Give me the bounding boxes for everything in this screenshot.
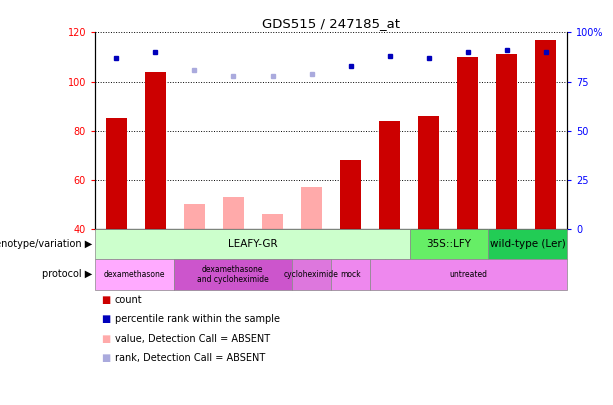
Text: cycloheximide: cycloheximide — [284, 270, 339, 279]
Text: untreated: untreated — [450, 270, 488, 279]
Bar — [292, 259, 331, 290]
Bar — [379, 121, 400, 229]
Bar — [340, 160, 361, 229]
Bar — [173, 259, 292, 290]
Text: dexamethasone: dexamethasone — [104, 270, 165, 279]
Text: count: count — [115, 295, 142, 305]
Bar — [331, 259, 370, 290]
Text: ■: ■ — [101, 295, 110, 305]
Bar — [370, 259, 567, 290]
Bar — [418, 116, 440, 229]
Text: ■: ■ — [101, 353, 110, 363]
Bar — [184, 204, 205, 229]
Text: genotype/variation ▶: genotype/variation ▶ — [0, 239, 92, 249]
Bar — [223, 197, 244, 229]
Text: mock: mock — [340, 270, 361, 279]
Text: percentile rank within the sample: percentile rank within the sample — [115, 314, 280, 324]
Bar — [457, 57, 478, 229]
Bar — [95, 259, 173, 290]
Bar — [409, 229, 489, 259]
Text: dexamethasone
and cycloheximide: dexamethasone and cycloheximide — [197, 265, 268, 284]
Bar — [262, 214, 283, 229]
Bar — [106, 118, 128, 229]
Bar — [496, 55, 517, 229]
Bar — [489, 229, 567, 259]
Text: protocol ▶: protocol ▶ — [42, 269, 92, 279]
Text: ■: ■ — [101, 334, 110, 343]
Text: 35S::LFY: 35S::LFY — [427, 239, 471, 249]
Title: GDS515 / 247185_at: GDS515 / 247185_at — [262, 17, 400, 30]
Text: value, Detection Call = ABSENT: value, Detection Call = ABSENT — [115, 334, 270, 343]
Text: wild-type (Ler): wild-type (Ler) — [490, 239, 566, 249]
Text: rank, Detection Call = ABSENT: rank, Detection Call = ABSENT — [115, 353, 265, 363]
Text: LEAFY-GR: LEAFY-GR — [227, 239, 277, 249]
Bar — [301, 187, 322, 229]
Bar — [95, 229, 409, 259]
Bar — [145, 72, 166, 229]
Text: ■: ■ — [101, 314, 110, 324]
Bar — [535, 40, 556, 229]
